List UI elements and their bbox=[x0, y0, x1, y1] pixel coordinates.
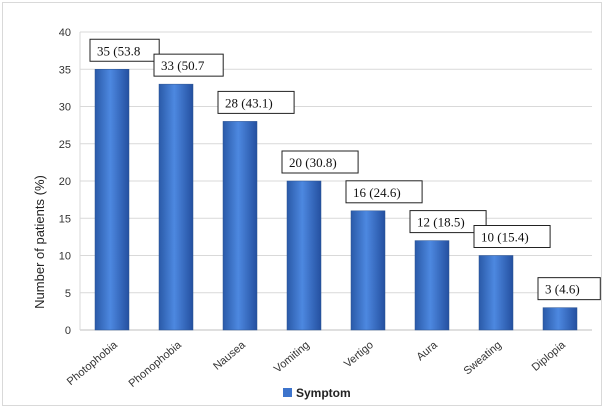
bar bbox=[350, 210, 386, 331]
gridlines bbox=[79, 31, 592, 331]
bar bbox=[286, 180, 322, 331]
data-label: 28 (43.1) bbox=[225, 95, 273, 110]
x-tick-label: Aura bbox=[414, 339, 440, 364]
x-tick-label: Phonophobia bbox=[127, 339, 185, 390]
bars bbox=[94, 69, 578, 331]
bar bbox=[158, 83, 194, 331]
data-label: 10 (15.4) bbox=[481, 230, 529, 245]
y-tick-label: 0 bbox=[65, 325, 71, 337]
bar bbox=[222, 121, 258, 331]
x-tick-label: Vomiting bbox=[272, 339, 312, 375]
data-label-box bbox=[537, 277, 601, 301]
x-tick-label: Sweating bbox=[462, 339, 504, 377]
data-label: 3 (4.6) bbox=[545, 282, 580, 297]
y-tick-label: 20 bbox=[59, 176, 71, 188]
data-label-box bbox=[281, 150, 359, 174]
legend-swatch bbox=[283, 388, 292, 397]
y-axis-ticks: 0 5 10 15 20 25 30 35 40 bbox=[59, 27, 71, 337]
legend-label: Symptom bbox=[296, 386, 351, 400]
data-label: 35 (53.8 bbox=[97, 43, 140, 58]
data-label: 33 (50.7 bbox=[161, 58, 205, 73]
y-tick-label: 25 bbox=[59, 139, 71, 151]
bar bbox=[94, 69, 130, 331]
x-tick-label: Photophobia bbox=[65, 339, 121, 388]
data-label-box bbox=[473, 225, 551, 248]
data-label-box bbox=[409, 210, 487, 234]
y-tick-label: 35 bbox=[59, 64, 71, 76]
bar bbox=[542, 307, 578, 331]
data-label: 12 (18.5) bbox=[417, 215, 465, 230]
x-tick-label: Vertigo bbox=[342, 339, 376, 370]
y-tick-label: 40 bbox=[59, 27, 71, 39]
y-tick-label: 15 bbox=[59, 213, 71, 225]
data-label: 20 (30.8) bbox=[289, 155, 337, 170]
y-tick-label: 30 bbox=[59, 102, 71, 114]
legend: Symptom bbox=[283, 386, 351, 400]
data-label-box bbox=[153, 53, 224, 77]
x-tick-label: Diplopia bbox=[530, 339, 569, 374]
x-axis-ticks: Photophobia Phonophobia Nausea Vomiting Vert… bbox=[65, 339, 569, 390]
data-label-box bbox=[217, 90, 295, 114]
data-labels: 35 (53.8 33 (50.7 28 (43.1) 20 (30.8) 16 (24… bbox=[89, 38, 601, 301]
data-label-box bbox=[345, 180, 423, 204]
bar bbox=[414, 240, 450, 331]
y-tick-label: 10 bbox=[59, 251, 71, 263]
bar bbox=[478, 255, 514, 331]
y-tick-label: 5 bbox=[65, 288, 71, 300]
x-tick-label: Nausea bbox=[211, 339, 248, 373]
data-label-box bbox=[89, 38, 160, 62]
data-label: 16 (24.6) bbox=[353, 185, 401, 200]
y-axis-title: Number of patients (%) bbox=[32, 175, 47, 309]
